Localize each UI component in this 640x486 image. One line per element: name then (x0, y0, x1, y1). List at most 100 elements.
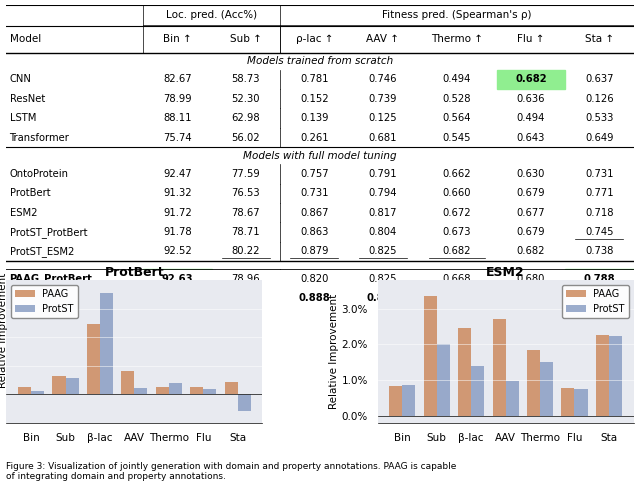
Bar (565, 269, 634, 289)
Text: 0.261: 0.261 (300, 133, 328, 142)
Legend: PAAG, ProtST: PAAG, ProtST (12, 285, 77, 318)
Text: 88.11: 88.11 (163, 113, 192, 123)
Text: 0.738: 0.738 (585, 246, 614, 257)
Text: 0.564: 0.564 (443, 113, 471, 123)
Text: 0.668: 0.668 (443, 274, 471, 284)
Text: 0.746: 0.746 (369, 74, 397, 85)
Text: 91.78: 91.78 (163, 227, 192, 237)
Text: Loc. pred. (Acc%): Loc. pred. (Acc%) (166, 11, 257, 20)
Bar (169, 383, 182, 394)
Text: 0.791: 0.791 (369, 169, 397, 179)
Bar (403, 384, 415, 416)
Bar (18, 387, 31, 394)
Bar (100, 293, 113, 394)
Text: 0.718: 0.718 (585, 208, 614, 218)
Text: Flu ↑: Flu ↑ (517, 35, 545, 44)
Text: 92.63: 92.63 (162, 274, 193, 284)
Text: 0.825: 0.825 (369, 274, 397, 284)
Text: 0.757: 0.757 (300, 169, 328, 179)
Text: 78.67: 78.67 (232, 208, 260, 218)
Text: ProtST_ProtBert: ProtST_ProtBert (10, 226, 87, 238)
Bar (424, 296, 436, 416)
Text: Sub ↑: Sub ↑ (230, 35, 262, 44)
Text: Fitness pred. (Spearman's ρ): Fitness pred. (Spearman's ρ) (382, 11, 532, 20)
Text: 77.59: 77.59 (232, 169, 260, 179)
Text: 62.98: 62.98 (232, 113, 260, 123)
Bar (122, 371, 134, 394)
Text: Figure 3: Visualization of jointly generation with domain and property annotatio: Figure 3: Visualization of jointly gener… (6, 462, 457, 481)
Text: ProtST_ESM2: ProtST_ESM2 (10, 246, 74, 257)
Text: 0.681: 0.681 (369, 133, 397, 142)
Title: ESM2: ESM2 (486, 266, 525, 279)
Text: 0.788: 0.788 (584, 274, 615, 284)
Bar (190, 387, 204, 394)
Text: 0.528: 0.528 (443, 94, 471, 104)
Text: 0.679: 0.679 (516, 227, 545, 237)
Bar (561, 388, 575, 416)
Text: 0.739: 0.739 (369, 94, 397, 104)
Text: 91.32: 91.32 (163, 189, 192, 198)
Bar (540, 362, 553, 416)
Text: 0.867: 0.867 (300, 208, 328, 218)
Bar (471, 366, 484, 416)
Text: 0.682: 0.682 (516, 246, 545, 257)
Text: 0.682: 0.682 (515, 74, 547, 85)
Text: 0.879: 0.879 (300, 246, 328, 257)
Text: 0.673: 0.673 (443, 227, 471, 237)
Bar (493, 319, 506, 416)
Bar (87, 324, 100, 394)
Bar (506, 381, 518, 416)
Bar (52, 376, 65, 394)
Bar (237, 394, 251, 412)
Text: 0.672: 0.672 (442, 208, 471, 218)
Bar (458, 328, 471, 416)
Text: 76.53: 76.53 (232, 189, 260, 198)
Bar (349, 289, 417, 308)
Text: Sta ↑: Sta ↑ (585, 35, 614, 44)
Bar (204, 389, 216, 394)
Bar (596, 335, 609, 416)
Text: 0.139: 0.139 (300, 113, 328, 123)
Text: 0.863: 0.863 (300, 227, 328, 237)
Text: 0.839: 0.839 (367, 293, 399, 303)
Text: 56.02: 56.02 (232, 133, 260, 142)
Text: 0.636: 0.636 (516, 94, 545, 104)
Text: 0.771: 0.771 (585, 189, 614, 198)
Text: LSTM: LSTM (10, 113, 36, 123)
Text: Bin ↑: Bin ↑ (163, 35, 192, 44)
Text: Models trained from scratch: Models trained from scratch (247, 56, 393, 66)
Text: 0.533: 0.533 (585, 113, 614, 123)
Text: 78.99: 78.99 (163, 94, 192, 104)
Text: ResNet: ResNet (10, 94, 45, 104)
Text: PAAG_ESM2: PAAG_ESM2 (10, 293, 69, 304)
Text: 0.649: 0.649 (585, 133, 614, 142)
Text: 92.47: 92.47 (163, 169, 192, 179)
Text: 0.731: 0.731 (585, 169, 614, 179)
Text: 0.643: 0.643 (516, 133, 545, 142)
Title: ProtBert: ProtBert (104, 266, 164, 279)
Text: 0.745: 0.745 (585, 227, 614, 237)
Bar (65, 378, 79, 394)
Text: 0.817: 0.817 (369, 208, 397, 218)
Text: PAAG_ProtBert: PAAG_ProtBert (10, 274, 92, 284)
Bar (575, 389, 588, 416)
Bar (527, 350, 540, 416)
Text: 0.125: 0.125 (369, 113, 397, 123)
Text: ProtBert: ProtBert (10, 189, 50, 198)
Bar (31, 391, 44, 394)
Text: 92.52: 92.52 (163, 246, 192, 257)
Text: Thermo ↑: Thermo ↑ (431, 35, 483, 44)
Text: 78.71: 78.71 (232, 227, 260, 237)
Text: 0.630: 0.630 (516, 169, 545, 179)
Text: 0.662: 0.662 (442, 169, 471, 179)
Text: 0.660: 0.660 (443, 189, 471, 198)
Text: ESM2: ESM2 (10, 208, 37, 218)
Text: 91.72: 91.72 (163, 208, 192, 218)
Text: 0.494: 0.494 (443, 74, 471, 85)
Text: 0.781: 0.781 (300, 74, 328, 85)
Bar (212, 289, 280, 308)
Text: 0.679: 0.679 (516, 189, 545, 198)
Bar (497, 70, 565, 89)
Bar (609, 336, 622, 416)
Text: 0.737: 0.737 (585, 293, 614, 303)
